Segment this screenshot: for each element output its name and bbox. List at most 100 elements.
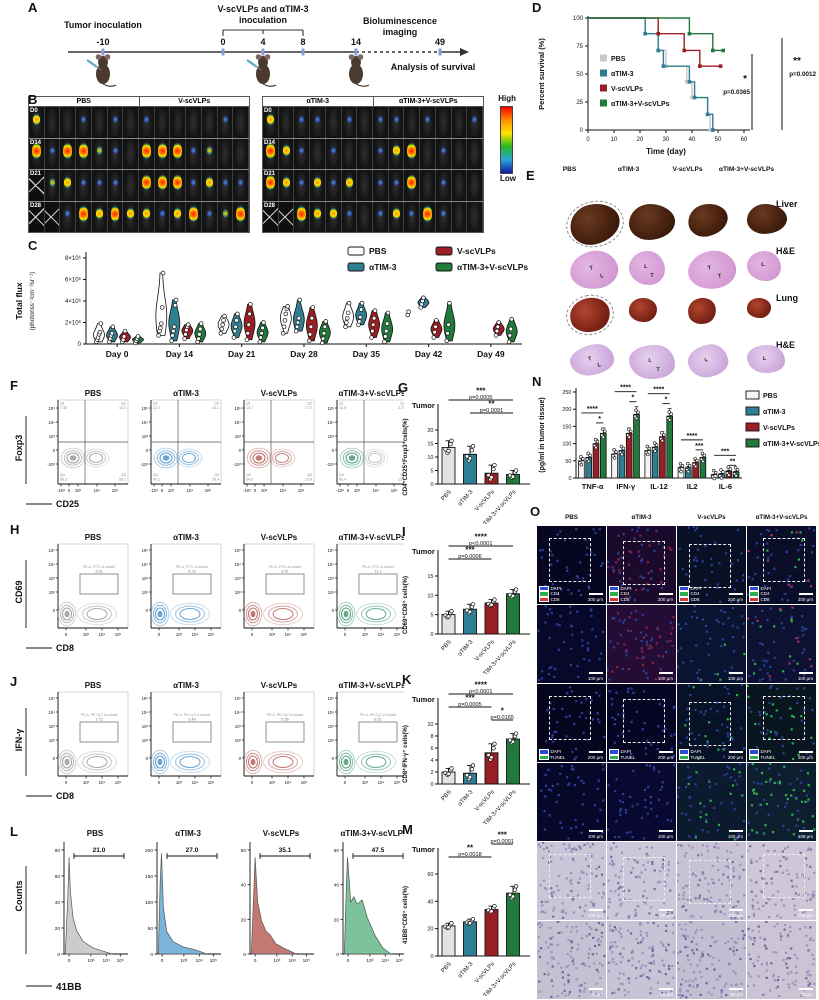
svg-text:60: 60 [427,872,433,878]
svg-text:14: 14 [351,37,361,47]
panel-label-h: H [10,522,20,537]
panel-m-41bb-bar: 0 20 40 60 41BB⁺CD8⁺ cells(%) Tumor PBS αTIM-3 V… [398,826,540,998]
svg-text:10³: 10³ [328,576,335,581]
svg-text:Q3: Q3 [400,473,404,477]
micrograph-cell: 100 μm [747,605,816,683]
svg-text:12.2: 12.2 [153,406,160,410]
svg-text:60: 60 [334,848,340,854]
svg-text:10⁵: 10⁵ [327,696,334,701]
svg-text:10⁵: 10⁵ [141,548,148,553]
svg-text:10⁵: 10⁵ [48,548,55,553]
svg-text:0: 0 [251,632,254,637]
mouse-image-cell [435,107,452,138]
svg-text:64.3: 64.3 [246,478,253,482]
svg-text:10: 10 [611,137,618,143]
svg-text:αTIM-3: αTIM-3 [763,409,786,416]
svg-text:10⁴: 10⁴ [327,710,334,715]
mouse-image-cell [44,170,61,201]
mouse-image-cell [139,201,155,232]
mouse-image-cell [435,170,452,201]
organ-image-lung [717,274,776,321]
biolum-image-grid: D0 D14 D21 D28 [28,107,250,233]
mouse-image-cell [420,107,436,138]
svg-text:10⁵: 10⁵ [141,406,148,411]
svg-text:V-scVLPs: V-scVLPs [611,86,643,93]
mouse-image-cell [388,170,405,201]
svg-text:-10³: -10³ [243,488,251,493]
svg-text:Q2: Q2 [121,402,126,406]
micrograph-cell: DAPI TUNEL 200 μm [537,684,606,762]
panel-label-m: M [402,822,413,837]
svg-text:10⁵: 10⁵ [234,548,241,553]
svg-text:0: 0 [430,782,433,788]
svg-text:10⁴: 10⁴ [382,958,389,964]
svg-text:*: * [501,707,505,716]
bar-chart-G: 0 5 10 15 20 CD4⁺CD25⁺Foxp3⁺cells(%) Tumor PBS α… [402,387,530,524]
svg-text:10²: 10² [328,590,335,595]
svg-text:10⁵: 10⁵ [208,780,215,785]
svg-text:0: 0 [336,952,339,958]
svg-text:0: 0 [65,780,68,785]
svg-text:αTIM-3+V-scVLPs: αTIM-3+V-scVLPs [339,389,404,398]
svg-text:p=0.0005: p=0.0005 [458,702,482,708]
mouse-image-cell [325,170,342,201]
mouse-image-cell [341,107,358,138]
svg-text:PE-A, PE-Cy7-A subset: PE-A, PE-Cy7-A subset [81,713,118,717]
svg-text:10⁴: 10⁴ [327,562,334,567]
mouse-image-cell [357,201,374,232]
svg-text:IL2: IL2 [687,482,698,491]
mouse-image-cell [60,138,77,169]
mouse-image-cell [310,170,326,201]
mouse-image-cell [451,170,468,201]
svg-text:0: 0 [158,632,161,637]
svg-text:Q2: Q2 [214,402,219,406]
svg-text:*: * [598,416,601,423]
mouse-image-cell: D28 [263,201,279,232]
svg-text:0: 0 [568,476,571,482]
svg-text:10⁴: 10⁴ [48,562,55,567]
svg-text:3.61: 3.61 [95,570,102,574]
svg-text:PE-A, FITC-A subset: PE-A, FITC-A subset [176,565,209,569]
svg-text:10⁵: 10⁵ [205,488,212,493]
svg-text:PBS: PBS [87,829,104,838]
svg-text:-10³: -10³ [140,462,148,467]
svg-text:10⁴: 10⁴ [285,632,292,637]
svg-text:10⁴: 10⁴ [192,632,199,637]
svg-text:**: ** [793,56,801,67]
svg-text:10³: 10³ [142,434,149,439]
mouse-image-cell [139,138,155,169]
mouse-image-cell [341,201,358,232]
mouse-image-cell [91,170,108,201]
svg-text:V-scVLPs: V-scVLPs [261,533,298,542]
micrograph-cell: 100 μm [607,842,676,920]
svg-text:Q1: Q1 [246,402,251,406]
panel-label-i: I [402,524,406,539]
svg-text:10: 10 [427,455,433,461]
mouse-image-cell [294,201,311,232]
svg-text:10⁵: 10⁵ [394,780,401,785]
mouse-image-cell [123,107,140,138]
mouse-image-cell [388,201,405,232]
svg-text:PBS: PBS [85,533,102,542]
panel-h-flow-cd69-cd8: PBS 10⁵ 10⁴ 10³ 10² 0 0 10³ 10⁴ 10⁵ PE-A, FITC-A s… [12,530,404,656]
svg-text:10⁴: 10⁴ [48,420,55,425]
mouse-image-cell [186,138,202,169]
svg-text:10³: 10³ [269,632,276,637]
svg-text:Q1: Q1 [153,402,158,406]
svg-text:Day 35: Day 35 [353,349,381,359]
svg-text:20: 20 [427,428,433,434]
svg-text:Day 49: Day 49 [477,349,505,359]
svg-text:10⁴: 10⁴ [48,710,55,715]
svg-text:0: 0 [243,952,246,958]
mouse-image-cell [123,201,140,232]
biolum-group-header: PBS V-scVLPs [28,96,250,107]
svg-text:0: 0 [332,756,335,761]
svg-text:10⁵: 10⁵ [303,958,310,964]
svg-text:0: 0 [161,958,164,964]
panel-i-cd69-bar: 0 5 10 15 CD69⁺CD8⁺ cells(%) Tumor PBS αTIM-3 V-… [398,528,540,674]
micrograph-cell: 50 μm [537,921,606,999]
bar-chart-I: 0 5 10 15 CD69⁺CD8⁺ cells(%) Tumor PBS αTIM-3 V-… [402,533,530,674]
mouse-image-cell [357,170,374,201]
svg-text:10³: 10³ [176,632,183,637]
